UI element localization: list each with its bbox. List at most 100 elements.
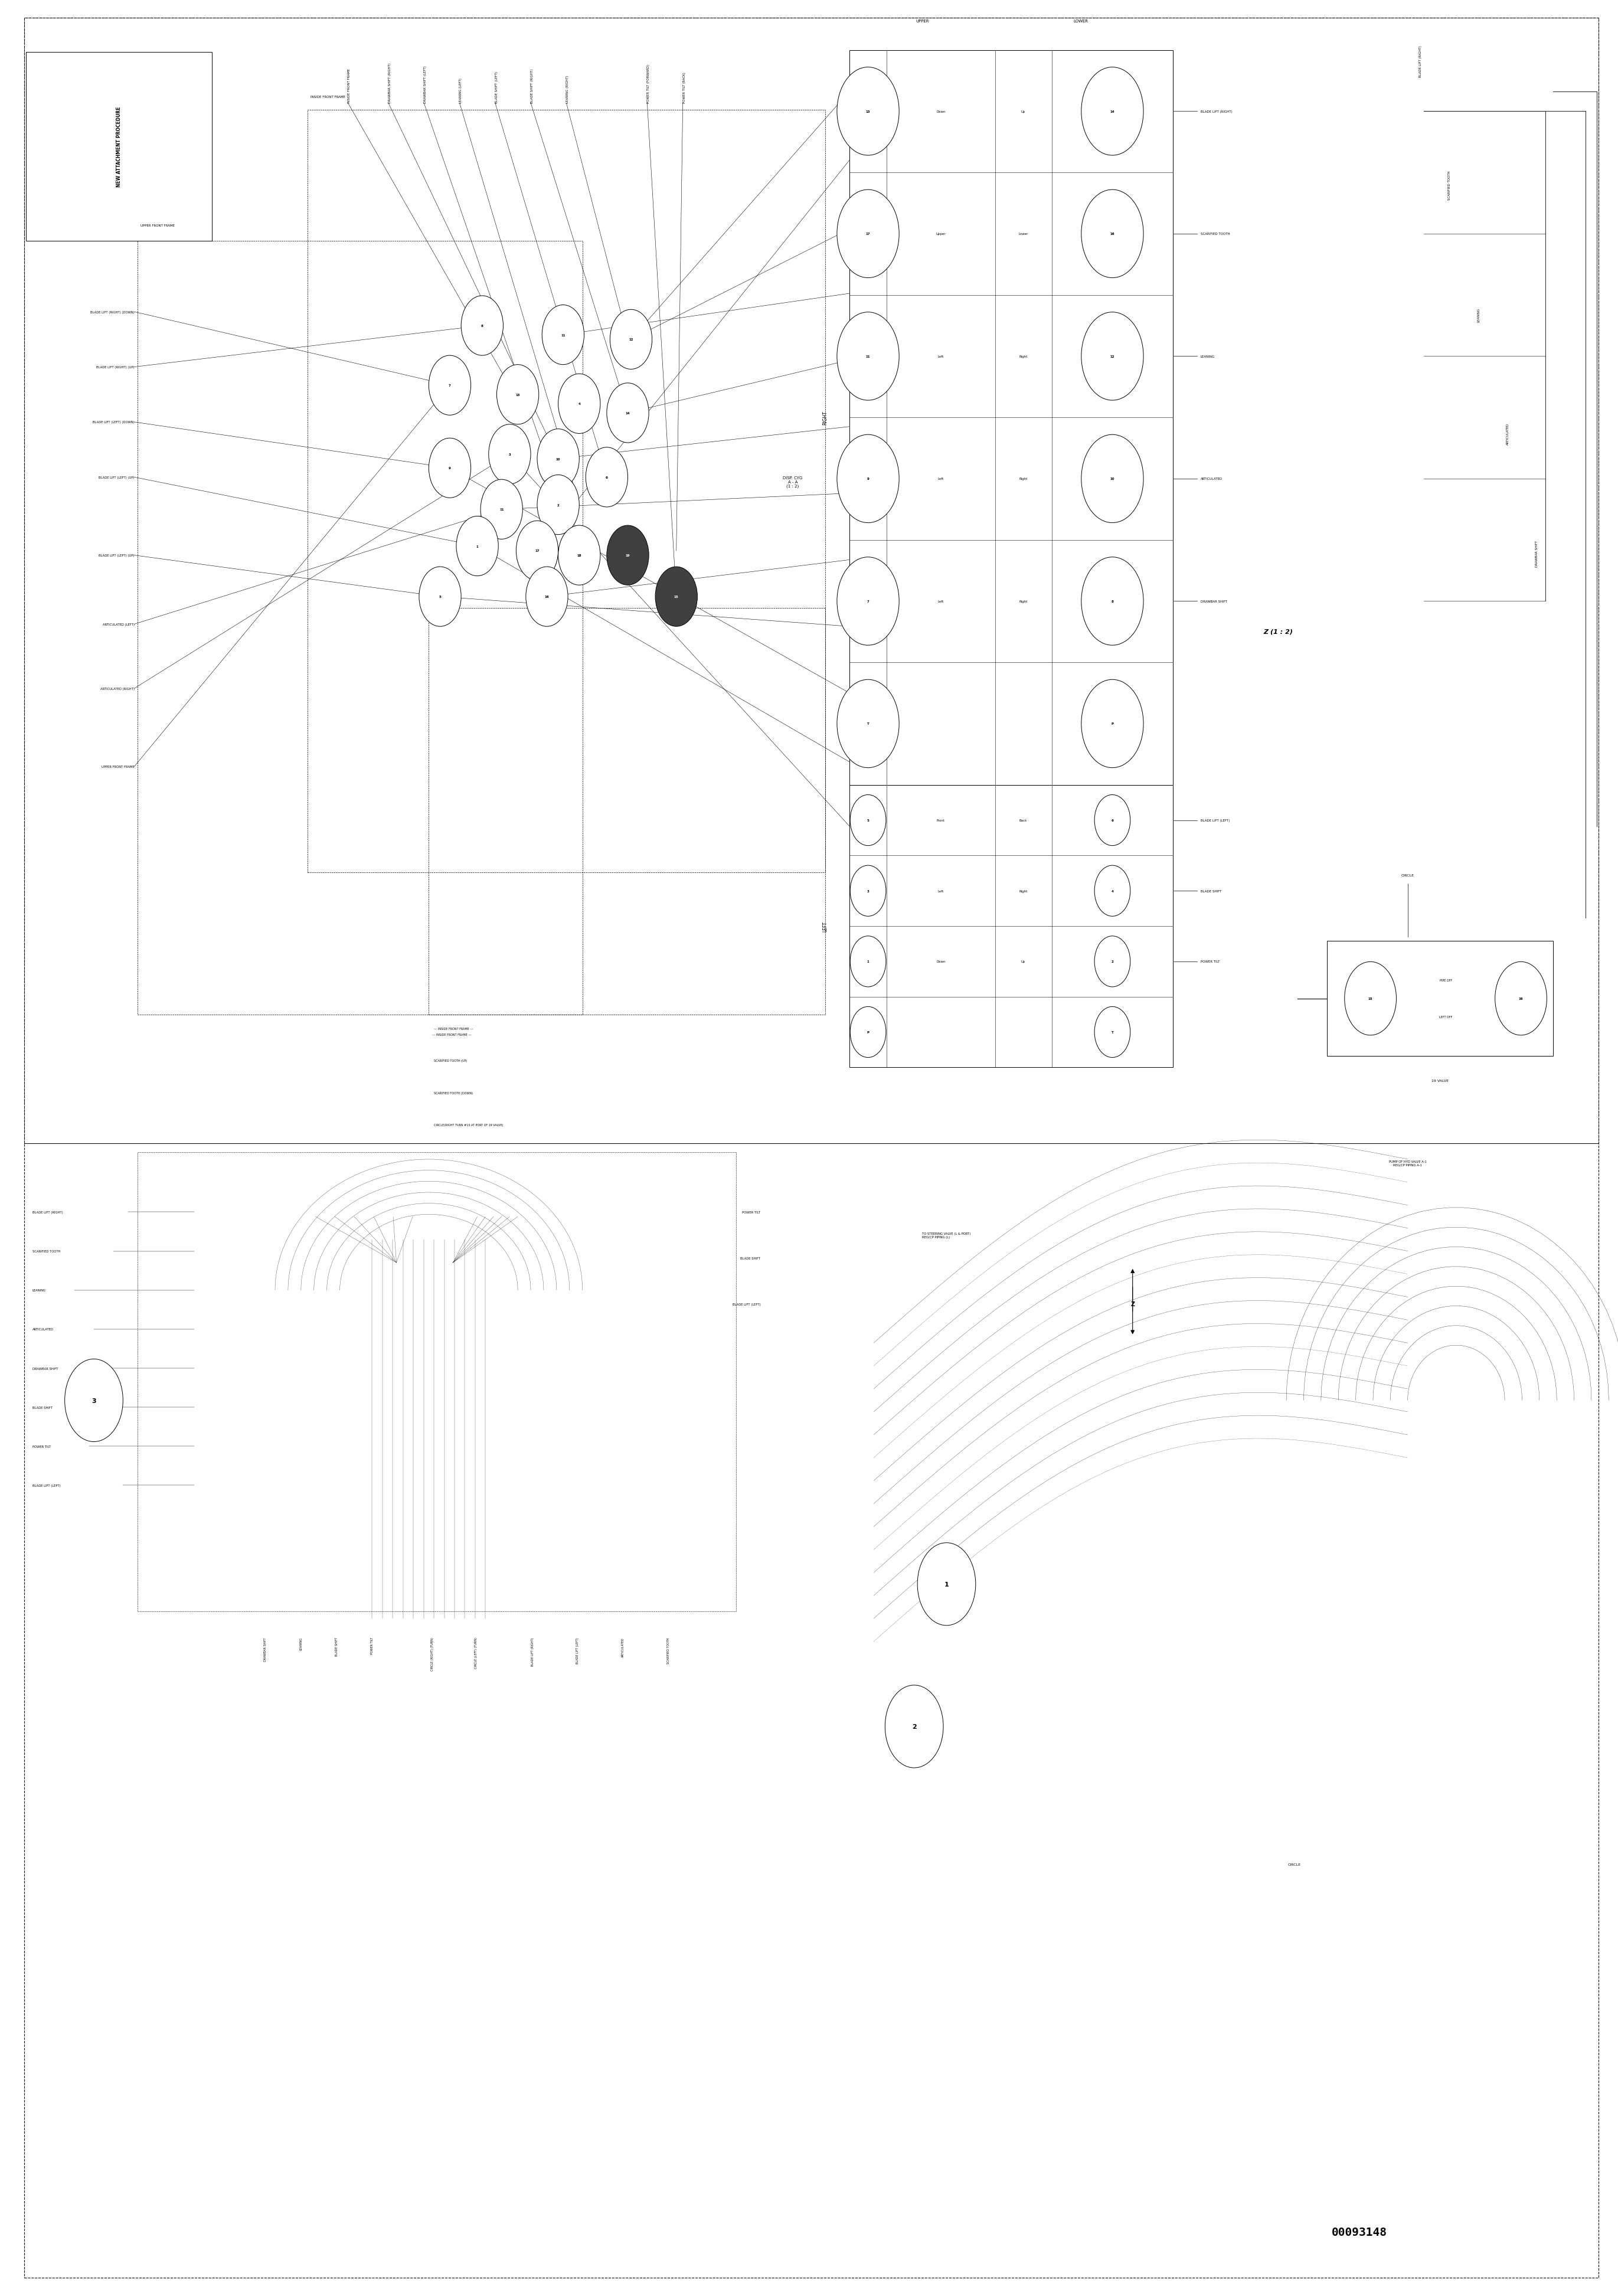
Circle shape <box>837 434 900 523</box>
Text: CIRCLE: CIRCLE <box>1288 1862 1301 1867</box>
Text: LEANING: LEANING <box>299 1637 303 1651</box>
Text: INSIDE FRONT FRAME: INSIDE FRONT FRAME <box>311 96 345 99</box>
Text: 1: 1 <box>476 544 479 549</box>
Text: INSIDE FRONT FRAME: INSIDE FRONT FRAME <box>348 69 351 103</box>
Circle shape <box>558 374 600 434</box>
Text: Left: Left <box>938 356 943 358</box>
Circle shape <box>489 425 531 484</box>
Text: 17: 17 <box>866 232 870 236</box>
Text: Down: Down <box>937 110 945 113</box>
Text: SCARIFIED TOOTH: SCARIFIED TOOTH <box>32 1249 60 1254</box>
Text: LEANING: LEANING <box>32 1288 45 1293</box>
Circle shape <box>1081 680 1144 769</box>
Circle shape <box>1094 866 1131 916</box>
Text: TO STEERING VALVE (L & PORT)
REG(CP PIPING (L): TO STEERING VALVE (L & PORT) REG(CP PIPI… <box>922 1233 971 1238</box>
Text: DRAWBAR SHIFT (LEFT): DRAWBAR SHIFT (LEFT) <box>424 67 427 103</box>
Text: CIRCLE: CIRCLE <box>1401 875 1414 877</box>
Text: 8: 8 <box>481 324 484 328</box>
Text: LEANING: LEANING <box>1201 356 1215 358</box>
Text: Right: Right <box>1019 478 1027 480</box>
Circle shape <box>1081 191 1144 278</box>
Text: ARTICULATED: ARTICULATED <box>621 1637 625 1658</box>
Text: UPPER: UPPER <box>916 18 929 23</box>
Text: POWER TILT: POWER TILT <box>1201 960 1220 964</box>
Text: 13: 13 <box>866 110 870 113</box>
Text: 5: 5 <box>438 595 442 599</box>
Circle shape <box>537 475 579 535</box>
Text: BLADE LIFT (LEFT): BLADE LIFT (LEFT) <box>733 1302 760 1306</box>
Circle shape <box>65 1359 123 1442</box>
Text: 7: 7 <box>448 383 451 388</box>
Text: LOWER: LOWER <box>1073 18 1089 23</box>
Text: 00093148: 00093148 <box>1332 2227 1387 2236</box>
Text: 3: 3 <box>508 452 511 457</box>
Circle shape <box>481 480 523 540</box>
Text: P: P <box>1112 723 1113 726</box>
Text: Upper: Upper <box>935 232 947 236</box>
Text: BLADE LIFT (LEFT) (DOWN): BLADE LIFT (LEFT) (DOWN) <box>92 420 134 425</box>
Text: 12: 12 <box>1110 356 1115 358</box>
Text: --- INSIDE FRONT FRAME ---: --- INSIDE FRONT FRAME --- <box>432 1033 471 1035</box>
Circle shape <box>849 1008 887 1058</box>
Text: 16: 16 <box>1519 996 1523 1001</box>
Text: Up: Up <box>1021 110 1026 113</box>
Text: 13: 13 <box>516 393 519 397</box>
Text: BLADE SHIFT: BLADE SHIFT <box>32 1405 52 1410</box>
Text: 3: 3 <box>867 889 869 893</box>
Text: 2: 2 <box>913 1724 916 1729</box>
Bar <box>1327 941 1553 1056</box>
Text: Left: Left <box>938 478 943 480</box>
Circle shape <box>655 567 697 627</box>
Text: 2: 2 <box>557 503 560 507</box>
Text: DRAWBAR SHIFT (RIGHT): DRAWBAR SHIFT (RIGHT) <box>388 62 392 103</box>
Text: Right: Right <box>1019 356 1027 358</box>
Circle shape <box>849 866 887 916</box>
Circle shape <box>1345 962 1396 1035</box>
Text: RIGHT: RIGHT <box>822 411 828 425</box>
Bar <box>24 18 1599 1143</box>
Text: BLADE LIFT (RIGHT) (UP): BLADE LIFT (RIGHT) (UP) <box>95 365 134 370</box>
Text: P: P <box>867 1031 869 1033</box>
Text: SCARIFIED TOOTH (UP): SCARIFIED TOOTH (UP) <box>434 1058 468 1063</box>
Text: 18: 18 <box>578 553 581 558</box>
Circle shape <box>837 680 900 769</box>
Text: BLADE SHIFT (LEFT): BLADE SHIFT (LEFT) <box>495 71 498 103</box>
Text: 10: 10 <box>557 457 560 461</box>
Circle shape <box>542 305 584 365</box>
Text: DISP. CYG
A - A
(1 : 2): DISP. CYG A - A (1 : 2) <box>783 475 803 489</box>
Circle shape <box>1495 962 1547 1035</box>
Text: LEFT: LEFT <box>822 921 828 932</box>
Circle shape <box>1094 794 1131 845</box>
Text: BLADE LIFT (LEFT): BLADE LIFT (LEFT) <box>576 1637 579 1662</box>
Circle shape <box>586 448 628 507</box>
Circle shape <box>837 67 900 156</box>
Text: ARTICULATED (LEFT): ARTICULATED (LEFT) <box>102 622 134 627</box>
Circle shape <box>849 794 887 845</box>
Text: Right: Right <box>1019 599 1027 604</box>
Circle shape <box>607 526 649 585</box>
Text: POWER TILT (BACK): POWER TILT (BACK) <box>683 71 686 103</box>
Text: Z (1 : 2): Z (1 : 2) <box>1264 629 1293 634</box>
Circle shape <box>885 1685 943 1768</box>
Text: NEW ATTACHMENT PROCEDURE: NEW ATTACHMENT PROCEDURE <box>116 106 121 188</box>
Text: SCARIFIED TOOTH: SCARIFIED TOOTH <box>667 1637 670 1662</box>
Text: BLADE LIFT (LEFT) (UP): BLADE LIFT (LEFT) (UP) <box>99 553 134 558</box>
Bar <box>429 608 825 1015</box>
Text: BLADE LIFT (RIGHT): BLADE LIFT (RIGHT) <box>531 1637 534 1665</box>
Text: 9: 9 <box>448 466 451 471</box>
Text: ARTICULATED: ARTICULATED <box>1506 422 1510 445</box>
Bar <box>138 241 582 1015</box>
Text: CIRCLE (LEFT) (TURN): CIRCLE (LEFT) (TURN) <box>474 1637 477 1669</box>
Circle shape <box>1081 312 1144 402</box>
Text: Front: Front <box>937 820 945 822</box>
Text: 4: 4 <box>578 402 581 406</box>
Text: 3: 3 <box>92 1398 95 1403</box>
Text: 16: 16 <box>1110 232 1115 236</box>
Circle shape <box>516 521 558 581</box>
Text: 2: 2 <box>1112 960 1113 964</box>
Bar <box>849 51 1173 785</box>
Text: DRAWBAR SHIFT: DRAWBAR SHIFT <box>1201 599 1226 604</box>
Text: 15: 15 <box>675 595 678 599</box>
Text: POWER TILT: POWER TILT <box>32 1444 50 1449</box>
Text: BLADE LIFT (LEFT): BLADE LIFT (LEFT) <box>32 1483 60 1488</box>
